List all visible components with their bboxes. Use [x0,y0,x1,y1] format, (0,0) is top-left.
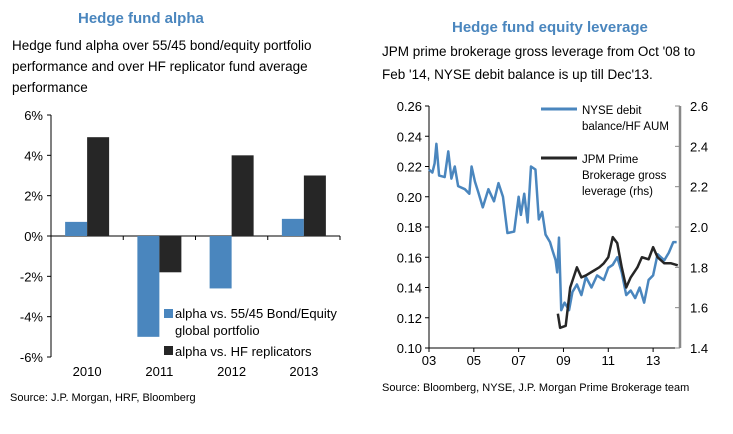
legend-label-1: alpha vs. 55/45 Bond/Equity [175,306,337,321]
legend-label-1-line2: global portfolio [175,323,260,338]
x-tick-label: 11 [602,353,616,368]
x-tick-label: 2010 [73,364,102,379]
line-series-1 [428,142,677,312]
left-chart-title: Hedge fund alpha [78,10,204,27]
y-tick-label: 2% [24,189,43,204]
y-tick-label: 4% [24,148,43,163]
x-tick-label: 2012 [217,364,246,379]
bar-2012-series-1 [209,236,232,289]
y-tick-label: 0.18 [397,220,422,235]
legend-label-2: JPM Prime [582,154,638,166]
y-tick-label: 0.20 [397,190,422,205]
y2-tick-label: 2.2 [690,180,708,195]
right-chart-subtitle: JPM prime brokerage gross leverage from … [382,44,696,82]
legend-label-1-line2: balance/HF AUM [582,121,669,133]
y2-tick-label: 2.4 [690,139,708,154]
left-chart-source: Source: J.P. Morgan, HRF, Bloomberg [10,392,196,404]
y2-tick-label: 1.8 [690,260,708,275]
bar-2011-series-1 [137,236,160,337]
legend-swatch-1 [164,309,173,318]
right-chart-source: Source: Bloomberg, NYSE, J.P. Morgan Pri… [382,382,690,394]
y-tick-label: 6% [24,108,43,123]
y-tick-label: 0.22 [397,160,422,175]
legend-swatch-2 [164,346,173,355]
y2-tick-label: 2.0 [690,220,708,235]
x-tick-label: 2011 [145,364,173,379]
y-tick-label: 0.26 [397,99,422,114]
y-tick-label: 0.10 [397,341,422,356]
x-tick-label: 05 [467,353,481,368]
bar-2010-series-2 [87,137,110,236]
y-tick-label: -2% [20,269,44,284]
x-tick-label: 09 [556,353,570,368]
y-tick-label: 0% [24,229,43,244]
x-tick-label: 13 [646,353,660,368]
legend-label-2: alpha vs. HF replicators [175,344,312,359]
y2-tick-label: 1.6 [690,301,708,316]
legend-label-2-line2: Brokerage gross [582,170,667,182]
bar-2013-series-2 [303,175,326,236]
right-chart-title: Hedge fund equity leverage [452,19,648,36]
bar-2013-series-1 [281,218,304,236]
legend-label-1: NYSE debit [582,105,642,117]
x-tick-label: 07 [511,353,525,368]
y-tick-label: -6% [20,350,44,365]
left-chart-subtitle: Hedge fund alpha over 55/45 bond/equity … [12,38,312,95]
y-tick-label: 0.16 [397,250,422,265]
bar-2010-series-1 [65,221,88,236]
bar-2012-series-2 [231,155,254,236]
y-tick-label: 0.12 [397,311,422,326]
x-tick-label: 03 [422,353,436,368]
legend-label-2-line3: leverage (rhs) [582,186,653,198]
y-tick-label: 0.24 [397,129,422,144]
y2-tick-label: 2.6 [690,99,708,114]
y-tick-label: -4% [20,310,44,325]
bar-2011-series-2 [159,236,182,273]
y2-tick-label: 1.4 [690,341,708,356]
y-tick-label: 0.14 [397,281,422,296]
line-series-2 [556,235,679,330]
x-tick-label: 2013 [289,364,318,379]
